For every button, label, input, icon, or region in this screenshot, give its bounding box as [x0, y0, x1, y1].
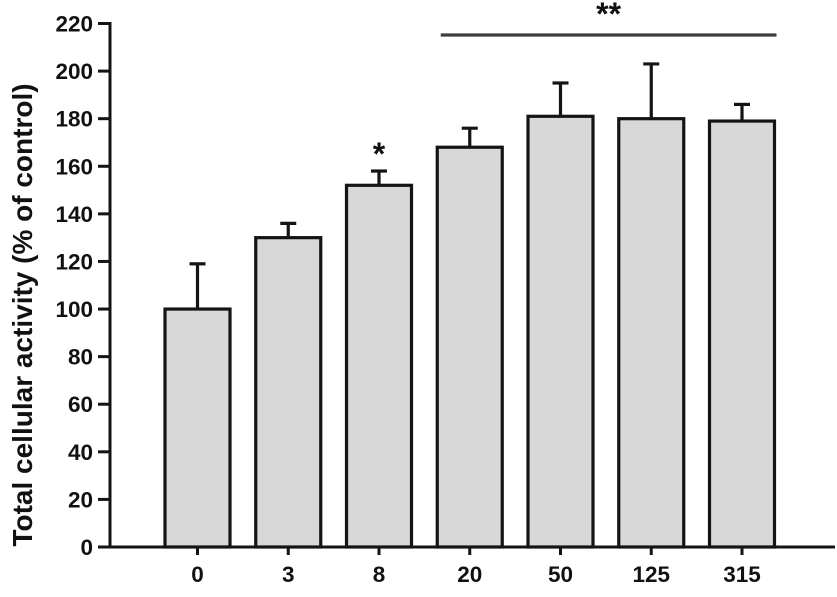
- x-tick-label: 125: [632, 562, 670, 587]
- sig-double-star: **: [596, 0, 621, 32]
- plot-area: 0 20 40 60 80 100 120 140 160 180 200 220 0 3 8 20 50 125…: [55, 0, 835, 587]
- x-tick-label: 50: [548, 562, 573, 587]
- sig-star: *: [373, 136, 386, 172]
- y-tick-label: 100: [55, 297, 93, 322]
- y-tick-label: 120: [55, 249, 93, 274]
- bar: [254, 236, 323, 549]
- bar: [435, 145, 504, 549]
- x-tick-label: 3: [282, 562, 295, 587]
- y-tick-label: 140: [55, 202, 93, 227]
- y-tick-label: 40: [68, 440, 93, 465]
- x-tick-label: 20: [457, 562, 482, 587]
- x-tick-label: 315: [723, 562, 761, 587]
- y-tick-label: 0: [80, 535, 93, 560]
- x-tick-label: 0: [191, 562, 204, 587]
- y-tick-label: 80: [68, 345, 93, 370]
- bar: [707, 119, 777, 549]
- y-tick-label: 160: [55, 154, 93, 179]
- bar: [617, 117, 686, 549]
- x-tick-label: 8: [373, 562, 386, 587]
- bar: [526, 114, 595, 549]
- y-tick-label: 60: [68, 392, 93, 417]
- y-tick-label: 20: [68, 487, 93, 512]
- y-axis-title: Total cellular activity (% of control): [7, 83, 38, 546]
- y-tick-label: 220: [55, 12, 93, 37]
- bar: [344, 183, 414, 549]
- y-tick-label: 200: [55, 59, 93, 84]
- y-tick-label: 180: [55, 107, 93, 132]
- bar: [163, 307, 232, 549]
